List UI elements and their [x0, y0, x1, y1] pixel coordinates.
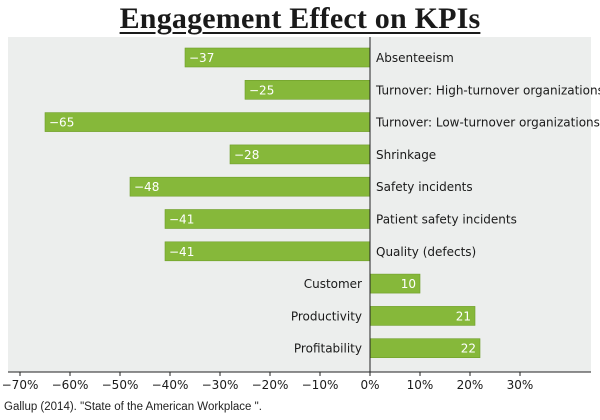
- x-tick-label: 10%: [407, 378, 434, 392]
- bar-value-label: 10: [401, 277, 416, 291]
- x-tick-label: −70%: [2, 378, 39, 392]
- x-tick-label: −30%: [202, 378, 239, 392]
- bar-value-label: 22: [461, 342, 476, 356]
- bar-7: [164, 241, 371, 262]
- category-label: Shrinkage: [376, 148, 436, 162]
- bar-value-label: −48: [134, 180, 159, 194]
- bar-value-label: −25: [249, 83, 274, 97]
- x-tick-label: 0%: [360, 378, 379, 392]
- category-label: Productivity: [291, 309, 362, 323]
- x-tick-label: −50%: [102, 378, 139, 392]
- category-label: Turnover: Low-turnover organizations: [375, 116, 600, 130]
- bars-layer: −37 Absenteeism −25 Turnover: High-turnover…: [44, 47, 600, 359]
- x-tick-label: −20%: [252, 378, 289, 392]
- x-tick-label: −10%: [302, 378, 339, 392]
- source-citation: Gallup (2014). "State of the American Wo…: [4, 401, 262, 413]
- category-label: Safety incidents: [376, 180, 473, 194]
- x-tick-label: −40%: [152, 378, 189, 392]
- chart-title: Engagement Effect on KPIs: [119, 2, 481, 35]
- x-tick-label: 20%: [457, 378, 484, 392]
- bar-5: [129, 176, 371, 197]
- bar-value-label: −65: [49, 116, 74, 130]
- bar-3: [44, 112, 371, 132]
- category-label: Turnover: High-turnover organizations: [375, 83, 600, 97]
- bar-value-label: −41: [169, 213, 194, 227]
- bar-6: [164, 209, 371, 229]
- bar-value-label: 21: [456, 309, 471, 323]
- x-tick-label: 30%: [507, 378, 534, 392]
- category-label: Quality (defects): [376, 245, 476, 259]
- bar-value-label: −28: [234, 148, 259, 162]
- category-label: Absenteeism: [376, 51, 454, 65]
- x-tick-label: −60%: [52, 378, 89, 392]
- category-label: Customer: [304, 277, 362, 291]
- category-label: Patient safety incidents: [376, 213, 517, 227]
- x-axis: −70% −60% −50% −40% −30% −20% −10% 0% 10% 20% 30%: [2, 37, 591, 392]
- bar-value-label: −41: [169, 245, 194, 259]
- category-label: Profitability: [294, 342, 362, 356]
- bar-value-label: −37: [189, 51, 214, 65]
